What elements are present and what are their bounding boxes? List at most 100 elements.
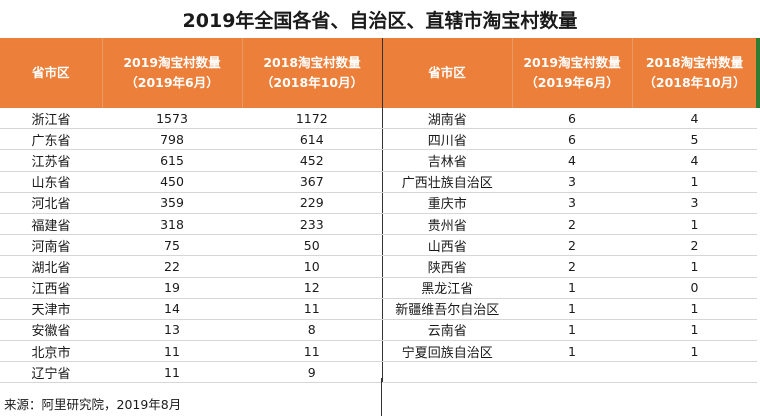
cell-2018-right: 1: [632, 171, 757, 193]
cell-province-left: 山东省: [0, 171, 102, 193]
cell-province-right: 广西壮族自治区: [382, 171, 512, 193]
col-header-2019-left: 2019淘宝村数量 （2019年6月）: [102, 38, 243, 108]
cell-2018-left: 367: [242, 171, 383, 193]
cell-province-left: 江西省: [0, 277, 102, 299]
table-row: 山东省 450 367 广西壮族自治区 3 1: [0, 171, 757, 193]
cell-province-left: 江苏省: [0, 149, 102, 172]
cell-2019-left: 615: [102, 149, 242, 172]
cell-2019-right: 6: [512, 108, 632, 130]
cell-2019-right: 1: [512, 298, 632, 320]
col-header-2018-right-line1: 2018淘宝村数量: [645, 55, 744, 70]
cell-province-right: 山西省: [382, 234, 512, 257]
table-row: 河南省 75 50 山西省 2 2: [0, 234, 757, 257]
col-header-2018-right-line2: （2018年10月）: [643, 75, 746, 90]
cell-province-left: 河南省: [0, 234, 102, 257]
cell-2019-left: 13: [102, 319, 242, 342]
cell-2018-right: 4: [632, 149, 757, 172]
cell-2018-right: 0: [632, 277, 757, 299]
table-row: 福建省 318 233 贵州省 2 1: [0, 213, 757, 236]
cell-2019-left: 19: [102, 277, 242, 299]
cell-2018-left: 614: [242, 128, 383, 151]
table-row: 江西省 19 12 黑龙江省 1 0: [0, 277, 757, 299]
cell-province-right: 新疆维吾尔自治区: [382, 298, 512, 320]
cell-2018-right: 1: [632, 340, 757, 363]
cell-province-left: 北京市: [0, 340, 102, 363]
cell-2019-right: 4: [512, 149, 632, 172]
cell-province-left: 辽宁省: [0, 361, 102, 384]
cell-2019-right: 2: [512, 255, 632, 278]
cell-2019-left: 22: [102, 255, 242, 278]
cell-2019-left: 11: [102, 340, 242, 363]
table-title: 2019年全国各省、自治区、直辖市淘宝村数量: [182, 10, 578, 32]
footer-divider: [381, 378, 382, 416]
cell-province-right: 贵州省: [382, 213, 512, 236]
col-header-2019-left-line1: 2019淘宝村数量: [123, 55, 221, 70]
cell-2018-left: 10: [242, 255, 383, 278]
cell-2019-right: 6: [512, 128, 632, 151]
cell-2019-right: 3: [512, 171, 632, 193]
cell-2018-right: 1: [632, 213, 757, 236]
col-header-2018-left: 2018淘宝村数量 （2018年10月）: [242, 38, 383, 108]
cell-province-right: 陕西省: [382, 255, 512, 278]
cell-2018-right: 2: [632, 234, 757, 257]
cell-2019-left: 1573: [102, 108, 242, 130]
cell-province-left: 福建省: [0, 213, 102, 236]
cell-2019-right: 1: [512, 319, 632, 342]
cell-2018-left: 229: [242, 192, 383, 214]
cell-2019-right: [512, 361, 632, 384]
cell-province-left: 河北省: [0, 192, 102, 214]
col-header-province-left: 省市区: [0, 38, 103, 108]
cell-2019-right: 3: [512, 192, 632, 214]
source-note: 来源：阿里研究院，2019年8月: [4, 397, 182, 412]
cell-2019-right: 1: [512, 340, 632, 363]
taobao-village-table: 省市区 2019淘宝村数量 （2019年6月） 2018淘宝村数量 （2018年…: [0, 38, 758, 384]
cell-province-right: 宁夏回族自治区: [382, 340, 512, 363]
cell-2018-right: 1: [632, 255, 757, 278]
col-header-2019-right-line1: 2019淘宝村数量: [523, 55, 621, 70]
table-row: 北京市 11 11 宁夏回族自治区 1 1: [0, 340, 757, 363]
cell-province-left: 广东省: [0, 128, 102, 151]
cell-2018-left: 12: [242, 277, 383, 299]
cell-2019-left: 75: [102, 234, 242, 257]
cell-2018-left: 452: [242, 149, 383, 172]
cell-province-right: 四川省: [382, 128, 512, 151]
cell-2019-right: 1: [512, 277, 632, 299]
cell-2018-left: 1172: [242, 108, 383, 130]
cell-province-right: 湖南省: [382, 108, 512, 130]
cell-province-left: 湖北省: [0, 255, 102, 278]
col-header-2019-right-line2: （2019年6月）: [525, 75, 619, 90]
table-row: 河北省 359 229 重庆市 3 3: [0, 192, 757, 214]
cell-2018-right: 3: [632, 192, 757, 214]
cell-2018-left: 9: [242, 361, 383, 384]
table-row: 浙江省 1573 1172 湖南省 6 4: [0, 108, 757, 130]
cell-2018-left: 233: [242, 213, 383, 236]
cell-province-right: 吉林省: [382, 149, 512, 172]
cell-2019-left: 450: [102, 171, 242, 193]
col-header-2019-left-line2: （2019年6月）: [125, 75, 219, 90]
cell-2018-left: 50: [242, 234, 383, 257]
cell-2018-left: 11: [242, 340, 383, 363]
col-header-2018-right: 2018淘宝村数量 （2018年10月）: [632, 38, 758, 108]
table-row: 广东省 798 614 四川省 6 5: [0, 128, 757, 151]
table-row: 湖北省 22 10 陕西省 2 1: [0, 255, 757, 278]
accent-bar: [756, 38, 760, 108]
cell-2019-right: 2: [512, 213, 632, 236]
cell-province-right: 重庆市: [382, 192, 512, 214]
col-header-2018-left-line1: 2018淘宝村数量: [263, 55, 361, 70]
table-row: 天津市 14 11 新疆维吾尔自治区 1 1: [0, 298, 757, 320]
cell-province-right: [382, 361, 512, 384]
cell-province-left: 天津市: [0, 298, 102, 320]
cell-2018-left: 8: [242, 319, 383, 342]
cell-province-right: 黑龙江省: [382, 277, 512, 299]
cell-2019-left: 14: [102, 298, 242, 320]
cell-2018-right: 1: [632, 319, 757, 342]
header-row: 省市区 2019淘宝村数量 （2019年6月） 2018淘宝村数量 （2018年…: [0, 38, 758, 108]
cell-province-right: 云南省: [382, 319, 512, 342]
table-row: 江苏省 615 452 吉林省 4 4: [0, 149, 757, 172]
col-header-2019-right: 2019淘宝村数量 （2019年6月）: [512, 38, 633, 108]
cell-2019-left: 798: [102, 128, 242, 151]
cell-2019-right: 2: [512, 234, 632, 257]
cell-2019-left: 359: [102, 192, 242, 214]
col-header-2018-left-line2: （2018年10月）: [260, 75, 364, 90]
cell-2019-left: 11: [102, 361, 242, 384]
